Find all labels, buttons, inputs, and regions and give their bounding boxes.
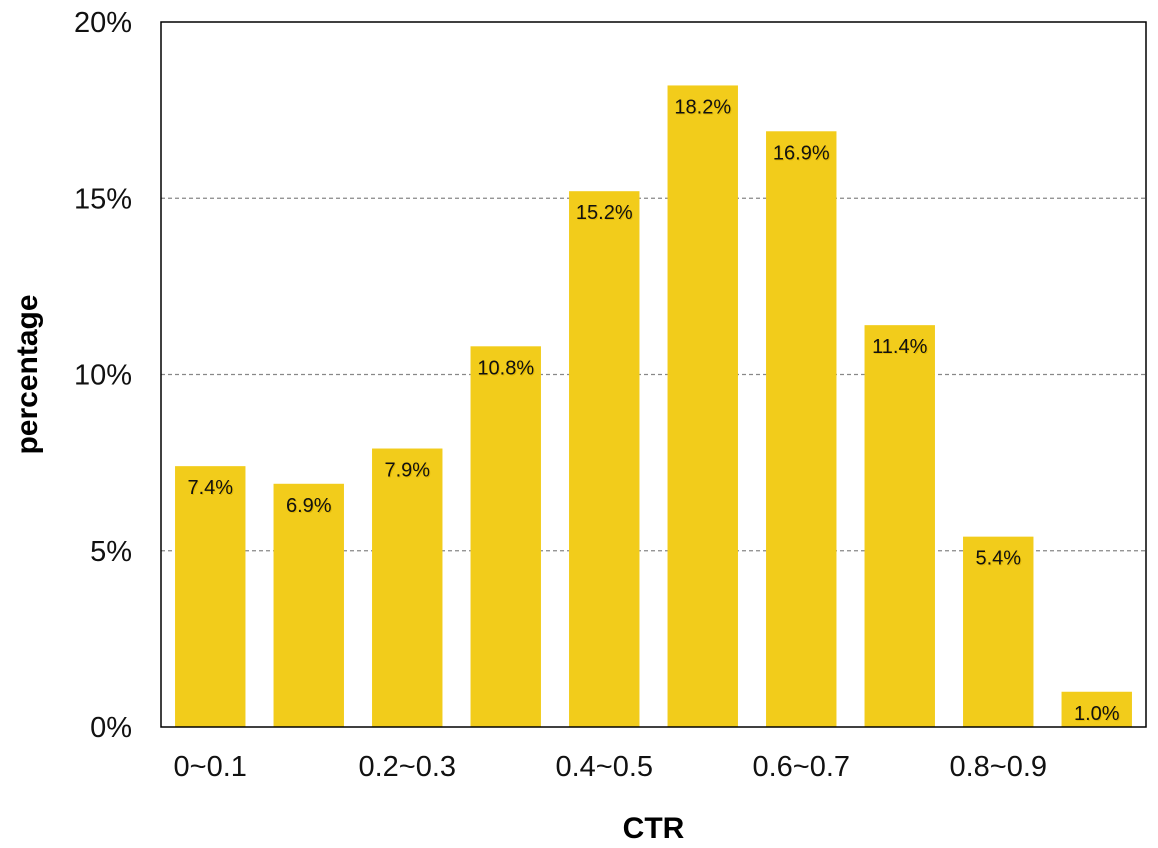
- bar-value-label: 6.9%: [286, 495, 332, 517]
- bar-label-shadow: 18.2%: [675, 97, 732, 119]
- y-tick-label: 20%: [74, 7, 132, 39]
- y-axis-title: percentage: [11, 294, 44, 454]
- bar-label-shadow: 1.0%: [1075, 704, 1121, 726]
- bar-value-label: 18.2%: [674, 96, 731, 118]
- bar-value-label: 1.0%: [1074, 703, 1120, 725]
- bar-label-shadow: 16.9%: [774, 143, 831, 165]
- plot-frame: [160, 21, 1147, 728]
- x-axis-title: CTR: [623, 812, 685, 845]
- bar-0.6~0.7: [766, 131, 837, 727]
- bar-label-shadow: 10.8%: [478, 358, 535, 380]
- x-tick-label: 0.4~0.5: [555, 751, 653, 783]
- bar-label-shadow: 7.4%: [188, 478, 234, 500]
- y-tick-label: 5%: [90, 536, 132, 568]
- bar-0.4~0.5: [569, 191, 640, 727]
- y-tick-label: 0%: [90, 712, 132, 744]
- y-tick-label: 10%: [74, 360, 132, 392]
- x-axis-ticks: 0~0.1 0.2~0.3 0.4~0.5 0.6~0.7 0.8~0.9: [174, 751, 1047, 783]
- bar-0.8~0.9: [963, 536, 1034, 727]
- y-tick-label: 15%: [74, 183, 132, 215]
- bar-0~0.1: [175, 466, 246, 727]
- y-axis-ticks: 0% 5% 10% 15% 20%: [74, 7, 132, 744]
- bar-label-shadow: 15.2%: [577, 203, 634, 225]
- x-tick-label: 0.6~0.7: [752, 751, 850, 783]
- bar-0.2~0.3: [372, 448, 443, 727]
- bar-value-label: 15.2%: [576, 202, 633, 224]
- bar-value-label: 16.9%: [773, 142, 830, 164]
- bar-value-label: 10.8%: [477, 357, 534, 379]
- bar-0.1~0.2: [273, 483, 344, 727]
- bar-0.5~0.6: [667, 85, 738, 727]
- x-tick-label: 0.8~0.9: [949, 751, 1047, 783]
- x-tick-label: 0~0.1: [174, 751, 247, 783]
- bar-label-shadow: 5.4%: [976, 549, 1022, 571]
- x-tick-label: 0.2~0.3: [358, 751, 456, 783]
- bar-value-label: 7.4%: [187, 477, 233, 499]
- bar-0.3~0.4: [470, 346, 541, 727]
- bar-value-label: 7.9%: [384, 460, 430, 482]
- bars: 7.4%7.4%6.9%6.9%7.9%7.9%10.8%10.8%15.2%1…: [175, 85, 1132, 727]
- bar-0.7~0.8: [864, 325, 935, 727]
- bar-label-shadow: 6.9%: [287, 496, 333, 518]
- bar-value-label: 5.4%: [975, 548, 1021, 570]
- bar-label-shadow: 11.4%: [873, 337, 928, 359]
- bar-value-label: 11.4%: [872, 336, 927, 358]
- bar-0.9~1.0: [1061, 691, 1132, 727]
- bar-label-shadow: 7.9%: [385, 461, 431, 483]
